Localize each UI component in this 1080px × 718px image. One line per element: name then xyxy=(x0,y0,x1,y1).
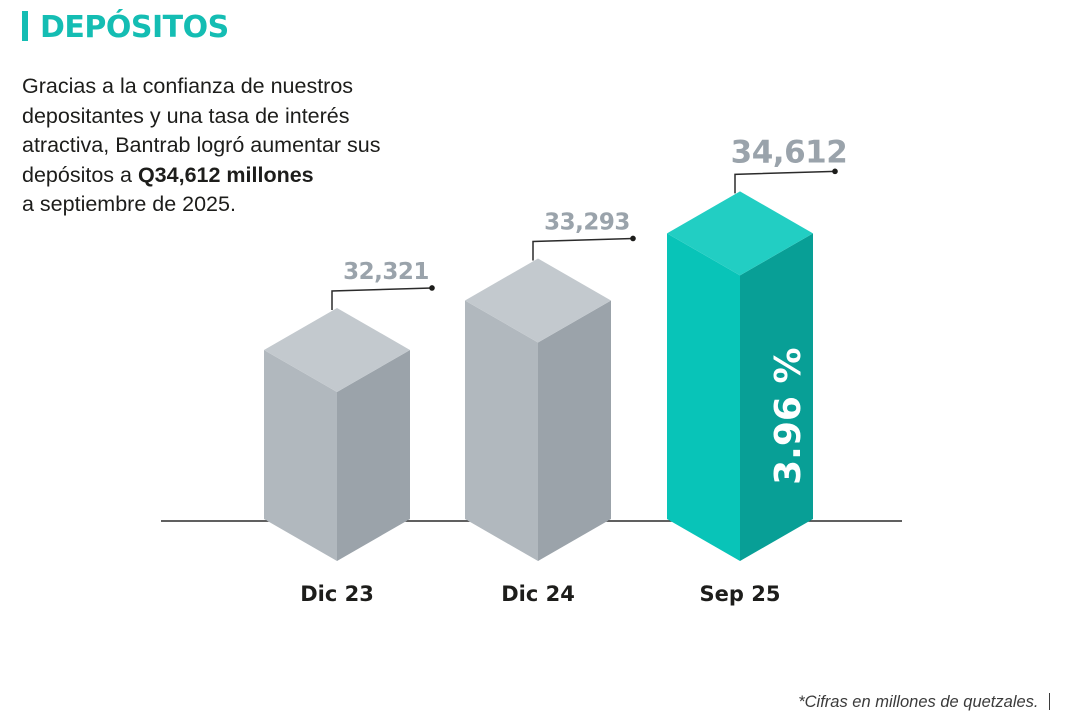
bar-left-face xyxy=(465,300,538,561)
page-title: DEPÓSITOS xyxy=(22,8,229,48)
value-leader-line xyxy=(331,287,433,310)
intro-text-end: a septiembre de 2025. xyxy=(22,192,236,216)
intro-paragraph: Gracias a la confianza de nuestros depos… xyxy=(22,72,402,220)
value-leader-dot xyxy=(832,168,838,175)
bar-right-face xyxy=(337,349,410,561)
growth-label: 3.96 % xyxy=(768,347,809,484)
bar-left-face xyxy=(264,349,337,561)
value-label: 33,293 xyxy=(544,209,630,235)
value-label: 32,321 xyxy=(343,259,429,285)
category-label: Sep 25 xyxy=(700,582,781,606)
value-leader-dot xyxy=(630,235,636,242)
bar-top-face xyxy=(264,307,410,392)
title-text: DEPÓSITOS xyxy=(40,10,229,45)
bar-right-face xyxy=(740,233,813,562)
title-accent-bar xyxy=(22,11,28,41)
category-label: Dic 23 xyxy=(300,582,374,606)
footnote-text: *Cifras en millones de quetzales. xyxy=(798,693,1039,711)
bar-left-face xyxy=(667,233,740,562)
bar-right-face xyxy=(538,300,611,561)
bar-top-face xyxy=(465,258,611,343)
value-leader-line xyxy=(734,170,836,194)
footnote: *Cifras en millones de quetzales. xyxy=(798,693,1050,712)
footnote-divider xyxy=(1048,693,1050,710)
value-leader-line xyxy=(532,237,634,261)
intro-text: Gracias a la confianza de nuestros depos… xyxy=(22,74,381,187)
bar-top-face xyxy=(667,191,813,276)
value-leader-dot xyxy=(429,285,435,291)
intro-highlight: Q34,612 millones xyxy=(137,162,314,187)
category-label: Dic 24 xyxy=(501,582,575,606)
value-label: 34,612 xyxy=(731,134,848,170)
